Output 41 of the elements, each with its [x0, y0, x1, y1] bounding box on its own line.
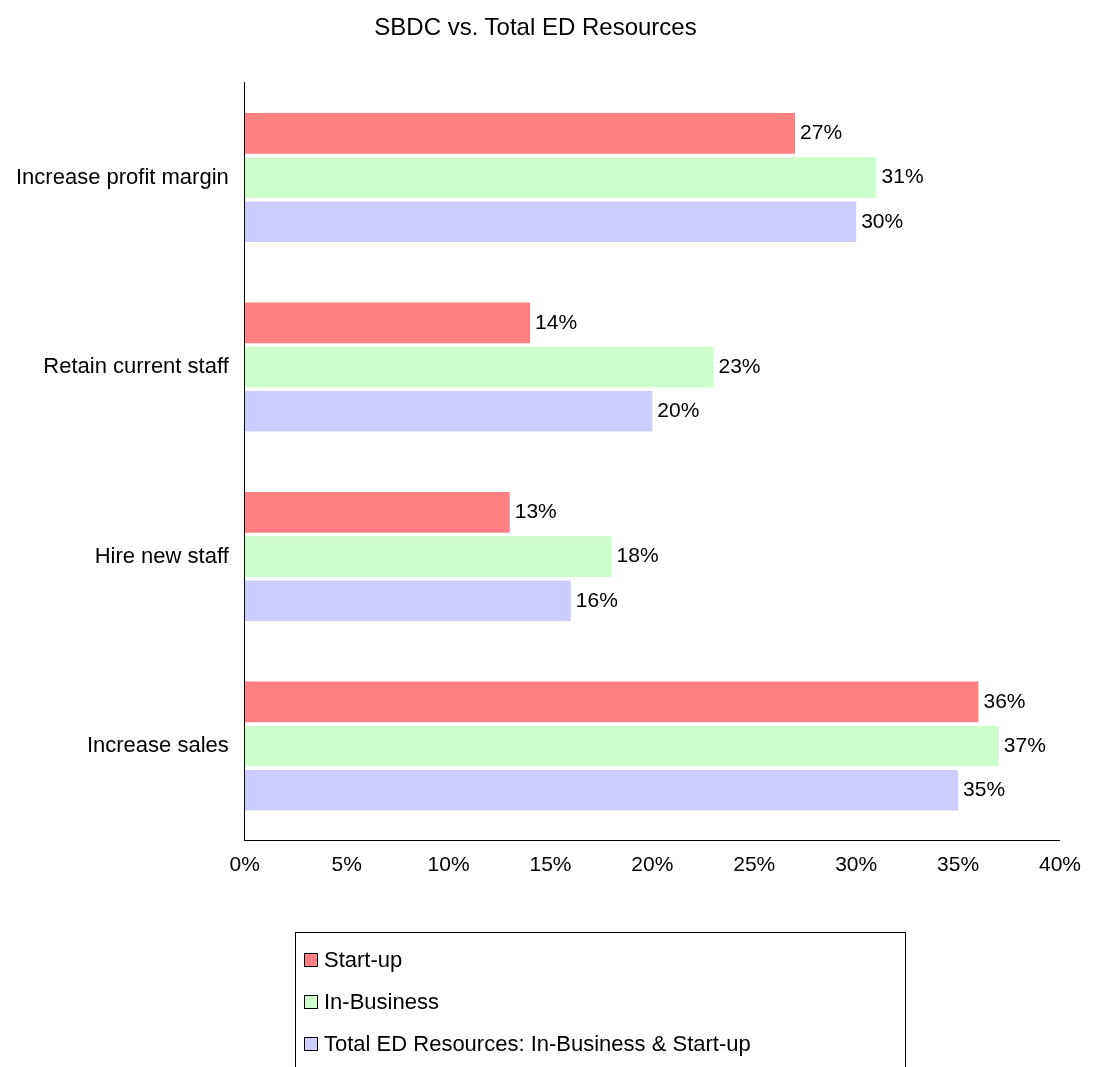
bar: [244, 536, 612, 577]
bar: [244, 580, 571, 622]
data-label: 14%: [535, 309, 578, 333]
bar: [244, 346, 714, 388]
x-tick-label: 0%: [229, 852, 260, 876]
data-label: 27%: [800, 120, 843, 144]
y-tick-label: Retain current staff: [43, 353, 230, 379]
x-tick-label: 40%: [1038, 852, 1081, 876]
y-tick-label: Hire new staff: [94, 542, 230, 568]
legend-label: Total ED Resources: In-Business & Start-up: [324, 1031, 751, 1057]
bar: [244, 491, 510, 533]
data-label: 37%: [1003, 732, 1046, 756]
chart-title: SBDC vs. Total ED Resources: [374, 13, 697, 41]
bar: [244, 302, 531, 344]
bar: [244, 157, 877, 198]
data-label: 16%: [575, 587, 618, 611]
x-tick-label: 15%: [529, 852, 572, 876]
bar: [244, 725, 999, 767]
x-tick-label: 35%: [937, 852, 980, 876]
bar: [244, 201, 857, 243]
y-tick-label: Increase sales: [86, 732, 229, 758]
data-label: 13%: [514, 499, 557, 523]
x-tick-label: 10%: [427, 852, 470, 876]
x-tick-label: 30%: [835, 852, 878, 876]
data-label: 30%: [861, 208, 904, 232]
data-label: 31%: [881, 164, 924, 188]
data-label: 20%: [657, 398, 700, 422]
x-tick-label: 25%: [733, 852, 776, 876]
bar: [244, 112, 796, 154]
data-label: 23%: [718, 353, 761, 377]
x-tick-label: 5%: [331, 852, 362, 876]
data-label: 36%: [983, 688, 1026, 712]
legend-label: In-Business: [324, 989, 439, 1015]
x-tick-label: 20%: [631, 852, 674, 876]
bar: [244, 390, 653, 432]
bar: [244, 681, 979, 723]
data-label: 35%: [963, 777, 1006, 801]
legend-label: Start-up: [324, 947, 403, 973]
bar: [244, 769, 959, 811]
y-tick-label: Increase profit margin: [15, 163, 229, 189]
data-label: 18%: [616, 543, 659, 567]
